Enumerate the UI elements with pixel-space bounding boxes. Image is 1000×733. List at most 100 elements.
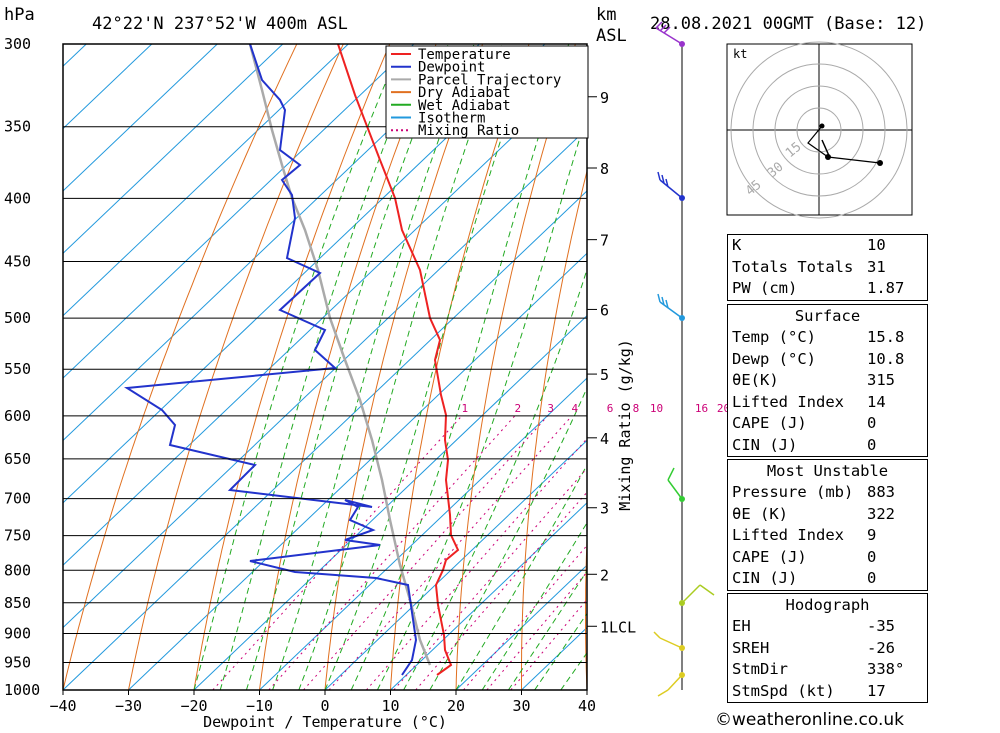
- most-unstable-panel: Most Unstable Pressure (mb) 883 θE (K) 322 L…: [727, 459, 928, 591]
- mixing-ratio-line: [212, 415, 463, 690]
- dry-adiabat-line: [931, 44, 980, 690]
- hodograph-value: 17: [867, 681, 886, 700]
- dry-adiabat-line: [647, 44, 714, 690]
- km-tick-label: 4: [600, 430, 609, 448]
- hodograph-row: EH -35: [728, 616, 927, 638]
- isotherm-line: [390, 502, 587, 690]
- surface-label: Dewp (°C): [732, 349, 816, 368]
- surface-value: 0: [867, 414, 877, 432]
- indices-panel: K 10 Totals Totals 31 PW (cm) 1.87: [727, 234, 928, 301]
- date-title: 28.08.2021 00GMT (Base: 12): [650, 14, 926, 34]
- temperature-tick-label: −30: [115, 697, 142, 715]
- pressure-tick-label: 1000: [4, 681, 40, 699]
- surface-row: CAPE (J) 0: [728, 413, 927, 435]
- temperature-tick-label: 30: [512, 697, 530, 715]
- km-tick-label: 3: [600, 500, 609, 518]
- temperature-tick-label: 10: [381, 697, 399, 715]
- isotherm-line: [63, 44, 546, 504]
- pressure-tick-label: 500: [4, 309, 31, 327]
- most-unstable-label: Pressure (mb): [732, 483, 854, 501]
- pressure-tick-label: 950: [4, 653, 31, 671]
- most-unstable-value: 9: [867, 526, 877, 544]
- wet-adiabat-line: [455, 464, 587, 690]
- km-tick-label: 6: [600, 301, 609, 319]
- pressure-tick-label: 350: [4, 118, 31, 136]
- wind-barb-700: [667, 467, 685, 502]
- surface-row: CIN (J) 0: [728, 435, 927, 457]
- temperature-tick-label: −20: [180, 697, 207, 715]
- hodograph-stats-panel: Hodograph EH -35 SREH -26 StmDir 338° StmSpd (…: [727, 593, 928, 703]
- surface-label: Temp (°C): [732, 328, 816, 346]
- surface-label: CIN (J): [732, 435, 798, 454]
- hodograph-panel: kt 15 30 45: [726, 41, 913, 219]
- hodograph-kt-label: kt: [733, 47, 747, 61]
- temperature-tick-label: −40: [49, 697, 76, 715]
- surface-value: 10.8: [867, 349, 905, 368]
- temperature-tick-label: −10: [246, 697, 273, 715]
- storm-motion-arrow: [821, 139, 831, 159]
- hodograph-label: EH: [732, 617, 751, 635]
- legend-entry: Parcel Trajectory: [418, 72, 561, 88]
- pressure-tick-label: 900: [4, 624, 31, 642]
- pressure-tick-label: 600: [4, 407, 31, 425]
- km-label: km: [596, 5, 616, 25]
- mixing-ratio-axis-label: Mixing Ratio (g/kg): [616, 339, 634, 511]
- surface-title: Surface: [794, 307, 861, 325]
- wet-adiabat-line: [403, 267, 587, 690]
- legend-entry: Wet Adiabat: [418, 98, 511, 114]
- hodograph-ring-45: [752, 63, 886, 197]
- pressure-tick-label: 700: [4, 490, 31, 508]
- pressure-tick-label: 400: [4, 189, 31, 207]
- pressure-tick-label: 750: [4, 527, 31, 545]
- pressure-tick-label: 300: [4, 35, 31, 53]
- wind-barb-1000: [657, 672, 685, 697]
- hodograph-ring-15: [796, 107, 842, 153]
- location-title: 42°22'N 237°52'W 400m ASL: [92, 14, 348, 34]
- temperature-line: [337, 44, 460, 676]
- x-axis-label: Dewpoint / Temperature (°C): [203, 713, 447, 731]
- surface-row: Dewp (°C) 10.8: [728, 349, 927, 371]
- hodograph-value: -35: [867, 617, 895, 635]
- hodograph-row: SREH -26: [728, 638, 927, 660]
- most-unstable-label: CAPE (J): [732, 547, 807, 566]
- most-unstable-row: Pressure (mb) 883: [728, 482, 927, 504]
- isotherm-line: [63, 44, 284, 255]
- mixing-ratio-label: 2: [515, 402, 522, 415]
- isotherm-line: [63, 65, 587, 566]
- isotherm-line: [63, 44, 415, 379]
- most-unstable-row: Lifted Index 9: [728, 525, 927, 547]
- mixing-ratio-label: 8: [633, 402, 640, 415]
- most-unstable-row: θE (K) 322: [728, 504, 927, 526]
- wet-adiabat-line: [534, 612, 587, 690]
- dry-adiabat-line: [193, 44, 391, 690]
- index-totals-totals: Totals Totals 31: [732, 257, 886, 276]
- pressure-tick-label: 850: [4, 594, 31, 612]
- most-unstable-title: Most Unstable: [766, 462, 889, 480]
- isotherm-line: [259, 377, 587, 690]
- dry-adiabat-line: [63, 44, 298, 690]
- most-unstable-value: 0: [867, 569, 877, 587]
- isotherm-line: [455, 564, 587, 690]
- mixing-ratio-line: [366, 437, 587, 690]
- axis-labels: 3003504004505005506006507007508008509009…: [4, 35, 753, 715]
- surface-value: 14: [867, 392, 886, 411]
- isotherm-line: [63, 127, 587, 629]
- surface-row: Lifted Index 14: [728, 392, 927, 414]
- mixing-ratio-label: 20: [717, 402, 730, 415]
- hpa-label: hPa: [4, 5, 35, 25]
- mixing-ratio-label: 16: [695, 402, 708, 415]
- mixing-ratio-line: [510, 598, 587, 690]
- mixing-ratio-label: 1: [461, 402, 468, 415]
- pressure-tick-label: 450: [4, 253, 31, 271]
- hodograph-row: StmDir 338°: [728, 659, 927, 681]
- surface-value: 0: [867, 435, 877, 454]
- temperature-tick-label: 0: [320, 697, 329, 715]
- mixing-ratio-label: 4: [571, 402, 578, 415]
- legend-entry: Isotherm: [418, 111, 485, 127]
- most-unstable-value: 322: [867, 504, 895, 523]
- most-unstable-row: CIN (J) 0: [728, 568, 927, 590]
- most-unstable-value: 883: [867, 483, 895, 501]
- surface-row: Temp (°C) 15.8: [728, 327, 927, 349]
